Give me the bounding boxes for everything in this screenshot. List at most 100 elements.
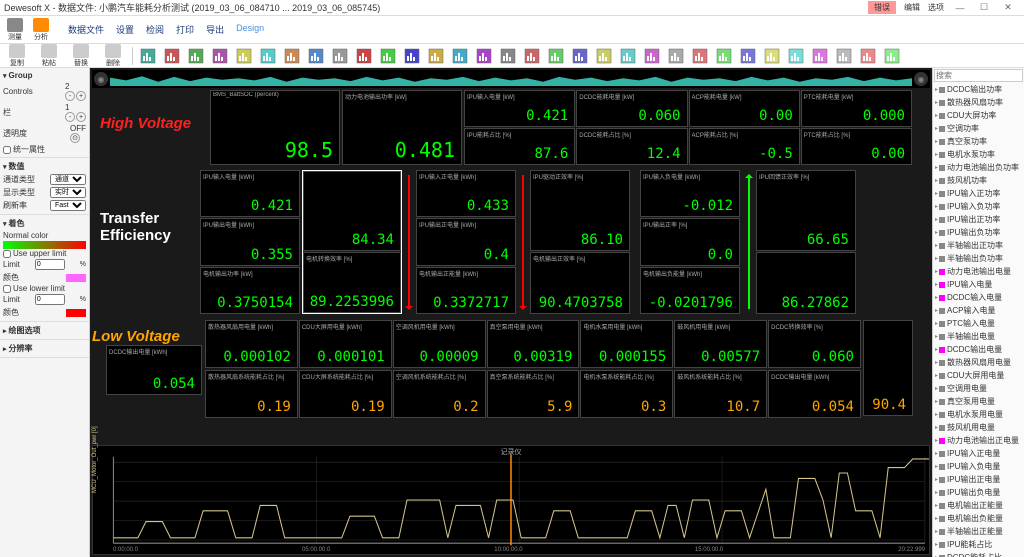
widget-icon-4[interactable]	[233, 46, 255, 66]
widget-icon-7[interactable]	[305, 46, 327, 66]
meter[interactable]: 电机输出正效率 [%]90.4703758	[530, 252, 630, 314]
plus-button[interactable]: +	[76, 91, 86, 101]
overview-waveform[interactable]: ◉ ◉	[92, 70, 930, 88]
meter[interactable]: PTC能耗占比 [%]0.00	[801, 128, 912, 165]
meter[interactable]: 空调风机系统能耗占比 [%]0.2	[393, 370, 486, 418]
widget-icon-8[interactable]	[329, 46, 351, 66]
meter[interactable]: CDU大屏用电量 [kWh]0.000101	[299, 320, 392, 368]
channel-item[interactable]: ▸DCDC能耗占比	[933, 551, 1024, 557]
meter[interactable]: IPU驱动正效率 [%]86.10	[530, 170, 630, 251]
channel-item[interactable]: ▸CDU大屏用电量	[933, 369, 1024, 382]
lower-limit-checkbox[interactable]	[3, 285, 11, 293]
channel-item[interactable]: ▸IPU输出正功率	[933, 213, 1024, 226]
widget-icon-2[interactable]	[185, 46, 207, 66]
meter[interactable]: 86.27862	[756, 252, 856, 314]
widget-icon-6[interactable]	[281, 46, 303, 66]
widget-icon-11[interactable]	[401, 46, 423, 66]
widget-icon-31[interactable]	[881, 46, 903, 66]
channel-item[interactable]: ▸半轴输出正能量	[933, 525, 1024, 538]
search-input[interactable]	[934, 69, 1023, 82]
channel-item[interactable]: ▸动力电池输出正电量	[933, 434, 1024, 447]
meter[interactable]: IPU输入电量 [kWh]0.421	[200, 170, 300, 217]
channel-item[interactable]: ▸IPU能耗占比	[933, 538, 1024, 551]
analyze-button[interactable]: 分析	[29, 18, 53, 42]
widget-icon-24[interactable]	[713, 46, 735, 66]
widget-icon-27[interactable]	[785, 46, 807, 66]
close-button[interactable]: ✕	[996, 1, 1020, 15]
minus-button[interactable]: -	[65, 112, 75, 122]
meter[interactable]: ACP能耗占比 [%]-0.5	[689, 128, 800, 165]
channel-item[interactable]: ▸鼓风机用电量	[933, 421, 1024, 434]
upper-limit-input[interactable]	[35, 259, 65, 270]
widget-icon-14[interactable]	[473, 46, 495, 66]
measure-button[interactable]: 测量	[3, 18, 27, 42]
channel-item[interactable]: ▸半轴输出电量	[933, 330, 1024, 343]
channel-item[interactable]: ▸DCDC输出功率	[933, 83, 1024, 96]
widget-icon-12[interactable]	[425, 46, 447, 66]
waveform-display[interactable]	[110, 72, 912, 86]
channel-item[interactable]: ▸CDU大屏功率	[933, 109, 1024, 122]
replace-button[interactable]: 替换	[67, 44, 95, 68]
meter[interactable]: DCDC能耗电量 [kW]0.060	[576, 90, 687, 127]
meter[interactable]: IPU输入电量 [kW]0.421	[464, 90, 575, 127]
meter[interactable]: 电机输出功率 [kW]0.3750154	[200, 267, 300, 314]
refresh-select[interactable]: Fast (0.1 s)	[50, 200, 86, 211]
meter[interactable]: 电机水泵用电量 [kWh]0.000155	[580, 320, 673, 368]
minus-button[interactable]: -	[65, 91, 75, 101]
channel-item[interactable]: ▸电机输出负能量	[933, 512, 1024, 525]
meter-dcdc-out[interactable]: DCDC输出电量 [kWh] 0.054	[106, 345, 202, 395]
channel-item[interactable]: ▸鼓风机功率	[933, 174, 1024, 187]
channel-item[interactable]: ▸IPU输出正电量	[933, 473, 1024, 486]
channel-item[interactable]: ▸散热器风扇用电量	[933, 356, 1024, 369]
upper-color-swatch[interactable]	[66, 274, 86, 282]
resolution-header[interactable]: 分辨率	[3, 342, 86, 355]
widget-icon-26[interactable]	[761, 46, 783, 66]
meter[interactable]: IPU能耗占比 [%]87.6	[464, 128, 575, 165]
widget-icon-25[interactable]	[737, 46, 759, 66]
meter[interactable]: 84.34	[303, 171, 401, 251]
gradient-bar[interactable]	[3, 241, 86, 249]
widget-icon-28[interactable]	[809, 46, 831, 66]
meter[interactable]: ACP能耗电量 [kW]0.00	[689, 90, 800, 127]
meter[interactable]: 鼓风机用电量 [kWh]0.00577	[674, 320, 767, 368]
meter[interactable]: DCDC能耗占比 [%]12.4	[576, 128, 687, 165]
channel-item[interactable]: ▸空调用电量	[933, 382, 1024, 395]
meter[interactable]: DCDC输出电量 [kWh]0.054	[768, 370, 861, 418]
unified-checkbox[interactable]	[3, 146, 11, 154]
maximize-button[interactable]: ☐	[972, 1, 996, 15]
recorder-chart[interactable]: 记录仪 0:00:00.0 05:00.00.0 10:00.00.0 15:0…	[92, 445, 930, 555]
widget-icon-30[interactable]	[857, 46, 879, 66]
meter[interactable]: IPU输出正电量 [kWh]0.4	[416, 218, 516, 265]
meter[interactable]: 电机输出正能量 [kWh]0.3372717	[416, 267, 516, 314]
menu-review[interactable]: 检阅	[146, 23, 164, 36]
widget-icon-10[interactable]	[377, 46, 399, 66]
channel-item[interactable]: ▸电机输出正能量	[933, 499, 1024, 512]
meter-lv-right[interactable]: 90.4	[863, 320, 913, 416]
meter[interactable]: CDU大屏系统能耗占比 [%]0.19	[299, 370, 392, 418]
plus-button[interactable]: +	[76, 112, 86, 122]
channel-item[interactable]: ▸DCDC输出电量	[933, 343, 1024, 356]
channel-item[interactable]: ▸真空泵用电量	[933, 395, 1024, 408]
widget-icon-18[interactable]	[569, 46, 591, 66]
widget-icon-3[interactable]	[209, 46, 231, 66]
widget-icon-1[interactable]	[161, 46, 183, 66]
delete-button[interactable]: 删除	[99, 44, 127, 68]
meter-soc[interactable]: BMS_BattSOC (percent) 98.5	[210, 90, 340, 165]
widget-icon-29[interactable]	[833, 46, 855, 66]
meter[interactable]: 真空泵系统能耗占比 [%]5.9	[487, 370, 580, 418]
channel-item[interactable]: ▸ACP输入电量	[933, 304, 1024, 317]
upper-limit-checkbox[interactable]	[3, 250, 11, 258]
widget-icon-0[interactable]	[137, 46, 159, 66]
meter[interactable]: 电机水泵系统能耗占比 [%]0.3	[580, 370, 673, 418]
meter[interactable]: IPU输入正电量 [kWh]0.433	[416, 170, 516, 217]
edit-label[interactable]: 编辑	[904, 2, 920, 13]
channel-item[interactable]: ▸IPU输入正电量	[933, 447, 1024, 460]
channel-item[interactable]: ▸PTC输入电量	[933, 317, 1024, 330]
channel-item[interactable]: ▸半轴输出负功率	[933, 252, 1024, 265]
channel-item[interactable]: ▸IPU输入负电量	[933, 460, 1024, 473]
widget-icon-13[interactable]	[449, 46, 471, 66]
channel-item[interactable]: ▸电机水泵用电量	[933, 408, 1024, 421]
widget-icon-15[interactable]	[497, 46, 519, 66]
meter[interactable]: DCDC转换效率 [%]0.060	[768, 320, 861, 368]
meter[interactable]: 真空泵用电量 [kWh]0.00319	[487, 320, 580, 368]
